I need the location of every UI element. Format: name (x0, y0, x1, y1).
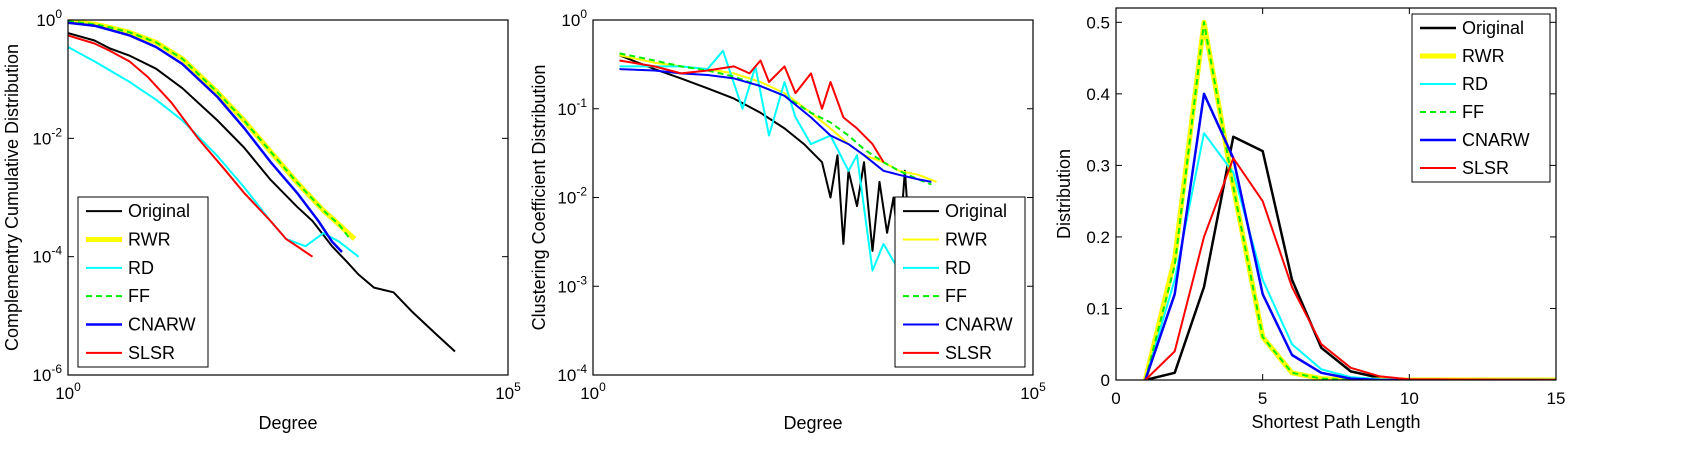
axes-frame (1115, 7, 1557, 381)
ccdf-panel: 100 105 100 10-2 10-4 10-6 Degree Complementry … (2, 7, 521, 433)
legend-box (77, 196, 209, 368)
y-tick-label: 0.5 (1086, 13, 1110, 32)
clustering-panel: 100 105 100 10-1 10-2 10-3 10-4 Degree Clusterin… (529, 7, 1046, 433)
y-tick-label: 0.1 (1086, 299, 1110, 318)
y-tick-label: 10-4 (557, 362, 587, 385)
legend-label-original: Original (945, 201, 1007, 221)
legend-label-cnarw: CNARW (945, 315, 1013, 335)
series-line-cnarw (619, 68, 932, 183)
y-tick-label: 100 (36, 7, 62, 30)
y-axis-label: Complementry Cumulative Distribution (2, 44, 22, 351)
legend-label-rd: RD (128, 258, 154, 278)
legend-label-rd: RD (1462, 74, 1488, 94)
y-tick-label: 10-2 (557, 185, 587, 208)
x-axis-label: Degree (258, 413, 317, 433)
legend-label-slsr: SLSR (945, 343, 992, 363)
series-line-cnarw (1144, 92, 1556, 380)
y-tick-label: 10-3 (557, 273, 587, 296)
axes-frame (67, 19, 509, 376)
x-tick-label: 10 (1400, 389, 1419, 408)
legend-label-original: Original (128, 201, 190, 221)
legend-label-ff: FF (945, 286, 967, 306)
y-tick-label: 100 (561, 7, 587, 30)
series-line-original (68, 32, 456, 353)
legend-label-original: Original (1462, 18, 1524, 38)
series-line-cnarw (68, 21, 343, 253)
x-tick-label: 105 (1020, 380, 1046, 403)
y-axis-label: Clustering Coefficient Distribution (529, 65, 549, 331)
series-line-slsr (1144, 157, 1556, 380)
y-tick-label: 0 (1101, 371, 1110, 390)
legend-label-cnarw: CNARW (128, 315, 196, 335)
y-tick-label: 0.3 (1086, 156, 1110, 175)
legend-box (1411, 13, 1551, 183)
legend-label-rwr: RWR (1462, 46, 1505, 66)
legend-label-rwr: RWR (128, 230, 171, 250)
y-tick-label: 0.4 (1086, 85, 1110, 104)
x-tick-label: 100 (55, 380, 81, 403)
x-tick-label: 105 (495, 380, 521, 403)
shortest-path-panel: 0 5 10 15 0 0.1 0.2 0.3 0.4 0.5 Shortest Path Leng… (1054, 7, 1566, 432)
y-tick-label: 10-4 (32, 244, 62, 267)
legend-box (894, 196, 1026, 368)
x-tick-label: 15 (1547, 389, 1566, 408)
series-line-ff (619, 52, 932, 186)
y-tick-label: 10-2 (32, 125, 62, 148)
x-axis-label: Shortest Path Length (1251, 412, 1420, 432)
series-line-slsr (619, 59, 885, 163)
x-tick-label: 5 (1258, 389, 1267, 408)
series-line-ff (1144, 21, 1556, 380)
x-tick-label: 100 (580, 380, 606, 403)
y-tick-label: 10-6 (32, 362, 62, 385)
x-axis-label: Degree (783, 413, 842, 433)
series-group (68, 20, 456, 353)
y-axis-label: Distribution (1054, 149, 1074, 239)
series-line-slsr (68, 34, 314, 258)
legend-label-cnarw: CNARW (1462, 130, 1530, 150)
legend-label-rwr: RWR (945, 230, 988, 250)
legend-label-slsr: SLSR (128, 343, 175, 363)
legend-label-ff: FF (1462, 102, 1484, 122)
legend-label-ff: FF (128, 286, 150, 306)
series-line-rd (68, 46, 360, 258)
y-tick-label: 0.2 (1086, 228, 1110, 247)
legend-label-rd: RD (945, 258, 971, 278)
y-tick-label: 10-1 (557, 96, 587, 119)
series-line-ff (68, 20, 351, 240)
x-tick-label: 0 (1111, 389, 1120, 408)
legend-label-slsr: SLSR (1462, 158, 1509, 178)
